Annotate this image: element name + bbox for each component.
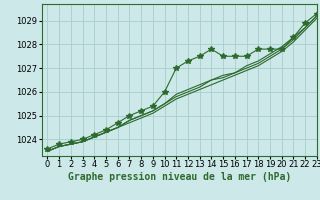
- X-axis label: Graphe pression niveau de la mer (hPa): Graphe pression niveau de la mer (hPa): [68, 172, 291, 182]
